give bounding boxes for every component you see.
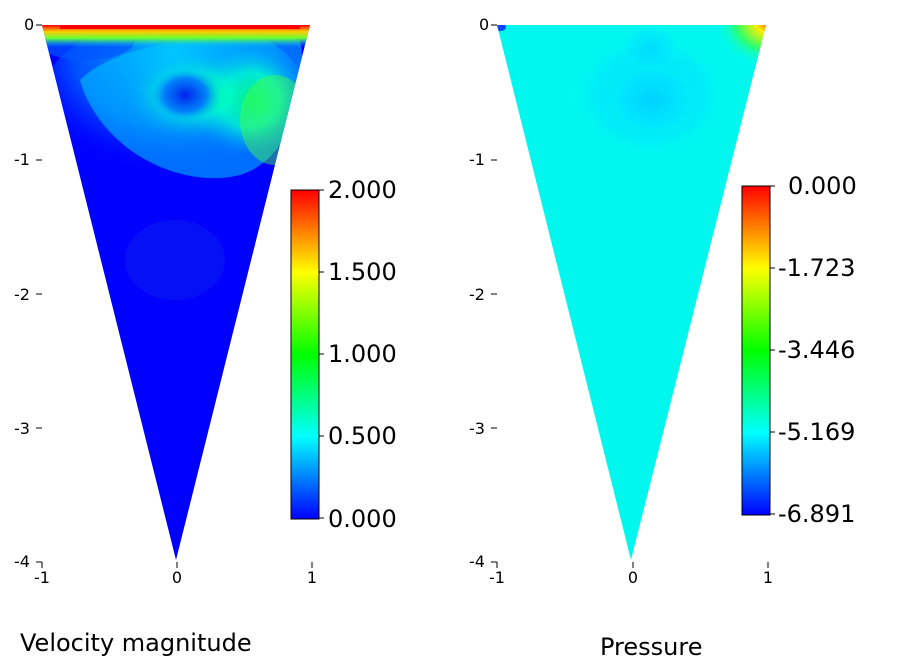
velocity-colorbar-scale xyxy=(290,189,320,520)
velocity-colorbar: 2.000 1.500 1.000 0.500 0.000 xyxy=(290,176,397,533)
velocity-field xyxy=(42,25,310,560)
pressure-plot: 0 -1 -2 -3 -4 -1 0 1 xyxy=(469,15,857,661)
colorbar-tick-label: 0.000 xyxy=(788,172,857,200)
pressure-colorbar-scale xyxy=(741,185,771,516)
pressure-colorbar: 0.000 -1.723 -3.446 -5.169 -6.891 xyxy=(741,172,857,528)
colorbar-tick-label: -1.723 xyxy=(778,254,855,282)
colorbar-tick-label: 1.000 xyxy=(328,340,397,368)
y-tick-label: -2 xyxy=(14,285,30,304)
x-tick-label: 1 xyxy=(307,568,317,587)
x-tick-label: -1 xyxy=(34,568,50,587)
colorbar-tick-label: 0.500 xyxy=(328,422,397,450)
y-tick-label: -3 xyxy=(14,419,30,438)
colorbar-tick-label: 1.500 xyxy=(328,258,397,286)
pressure-axes: 0 -1 -2 -3 -4 -1 0 1 xyxy=(469,15,773,587)
y-tick-label: 0 xyxy=(24,15,34,34)
y-tick-label: -1 xyxy=(469,150,485,169)
velocity-colorbar-ticks: 2.000 1.500 1.000 0.500 0.000 xyxy=(319,176,397,533)
velocity-y-ticks: 0 -1 -2 -3 -4 xyxy=(14,15,42,571)
x-tick-label: 0 xyxy=(172,568,182,587)
pressure-title: Pressure xyxy=(600,633,702,661)
colorbar-tick-label: 2.000 xyxy=(328,176,397,204)
y-tick-label: -2 xyxy=(469,285,485,304)
velocity-x-ticks: -1 0 1 xyxy=(34,562,317,587)
pressure-field xyxy=(497,25,766,560)
velocity-plot: 0 -1 -2 -3 -4 -1 0 1 xyxy=(14,15,397,657)
velocity-axes: 0 -1 -2 -3 -4 -1 0 1 xyxy=(14,15,317,587)
y-tick-label: -4 xyxy=(14,552,30,571)
pressure-y-ticks: 0 -1 -2 -3 -4 xyxy=(469,15,497,571)
colorbar-tick-label: -5.169 xyxy=(778,418,855,446)
colorbar-tick-label: -6.891 xyxy=(778,500,855,528)
y-tick-label: 0 xyxy=(479,15,489,34)
y-tick-label: -3 xyxy=(469,419,485,438)
x-tick-label: 0 xyxy=(628,568,638,587)
y-tick-label: -1 xyxy=(14,150,30,169)
y-tick-label: -4 xyxy=(469,552,485,571)
colorbar-tick-label: -3.446 xyxy=(778,336,855,364)
colorbar-tick-label: 0.000 xyxy=(328,505,397,533)
velocity-title: Velocity magnitude xyxy=(20,629,252,657)
pressure-x-ticks: -1 0 1 xyxy=(489,562,773,587)
pressure-colorbar-ticks: 0.000 -1.723 -3.446 -5.169 -6.891 xyxy=(770,172,857,528)
x-tick-label: 1 xyxy=(763,568,773,587)
x-tick-label: -1 xyxy=(489,568,505,587)
